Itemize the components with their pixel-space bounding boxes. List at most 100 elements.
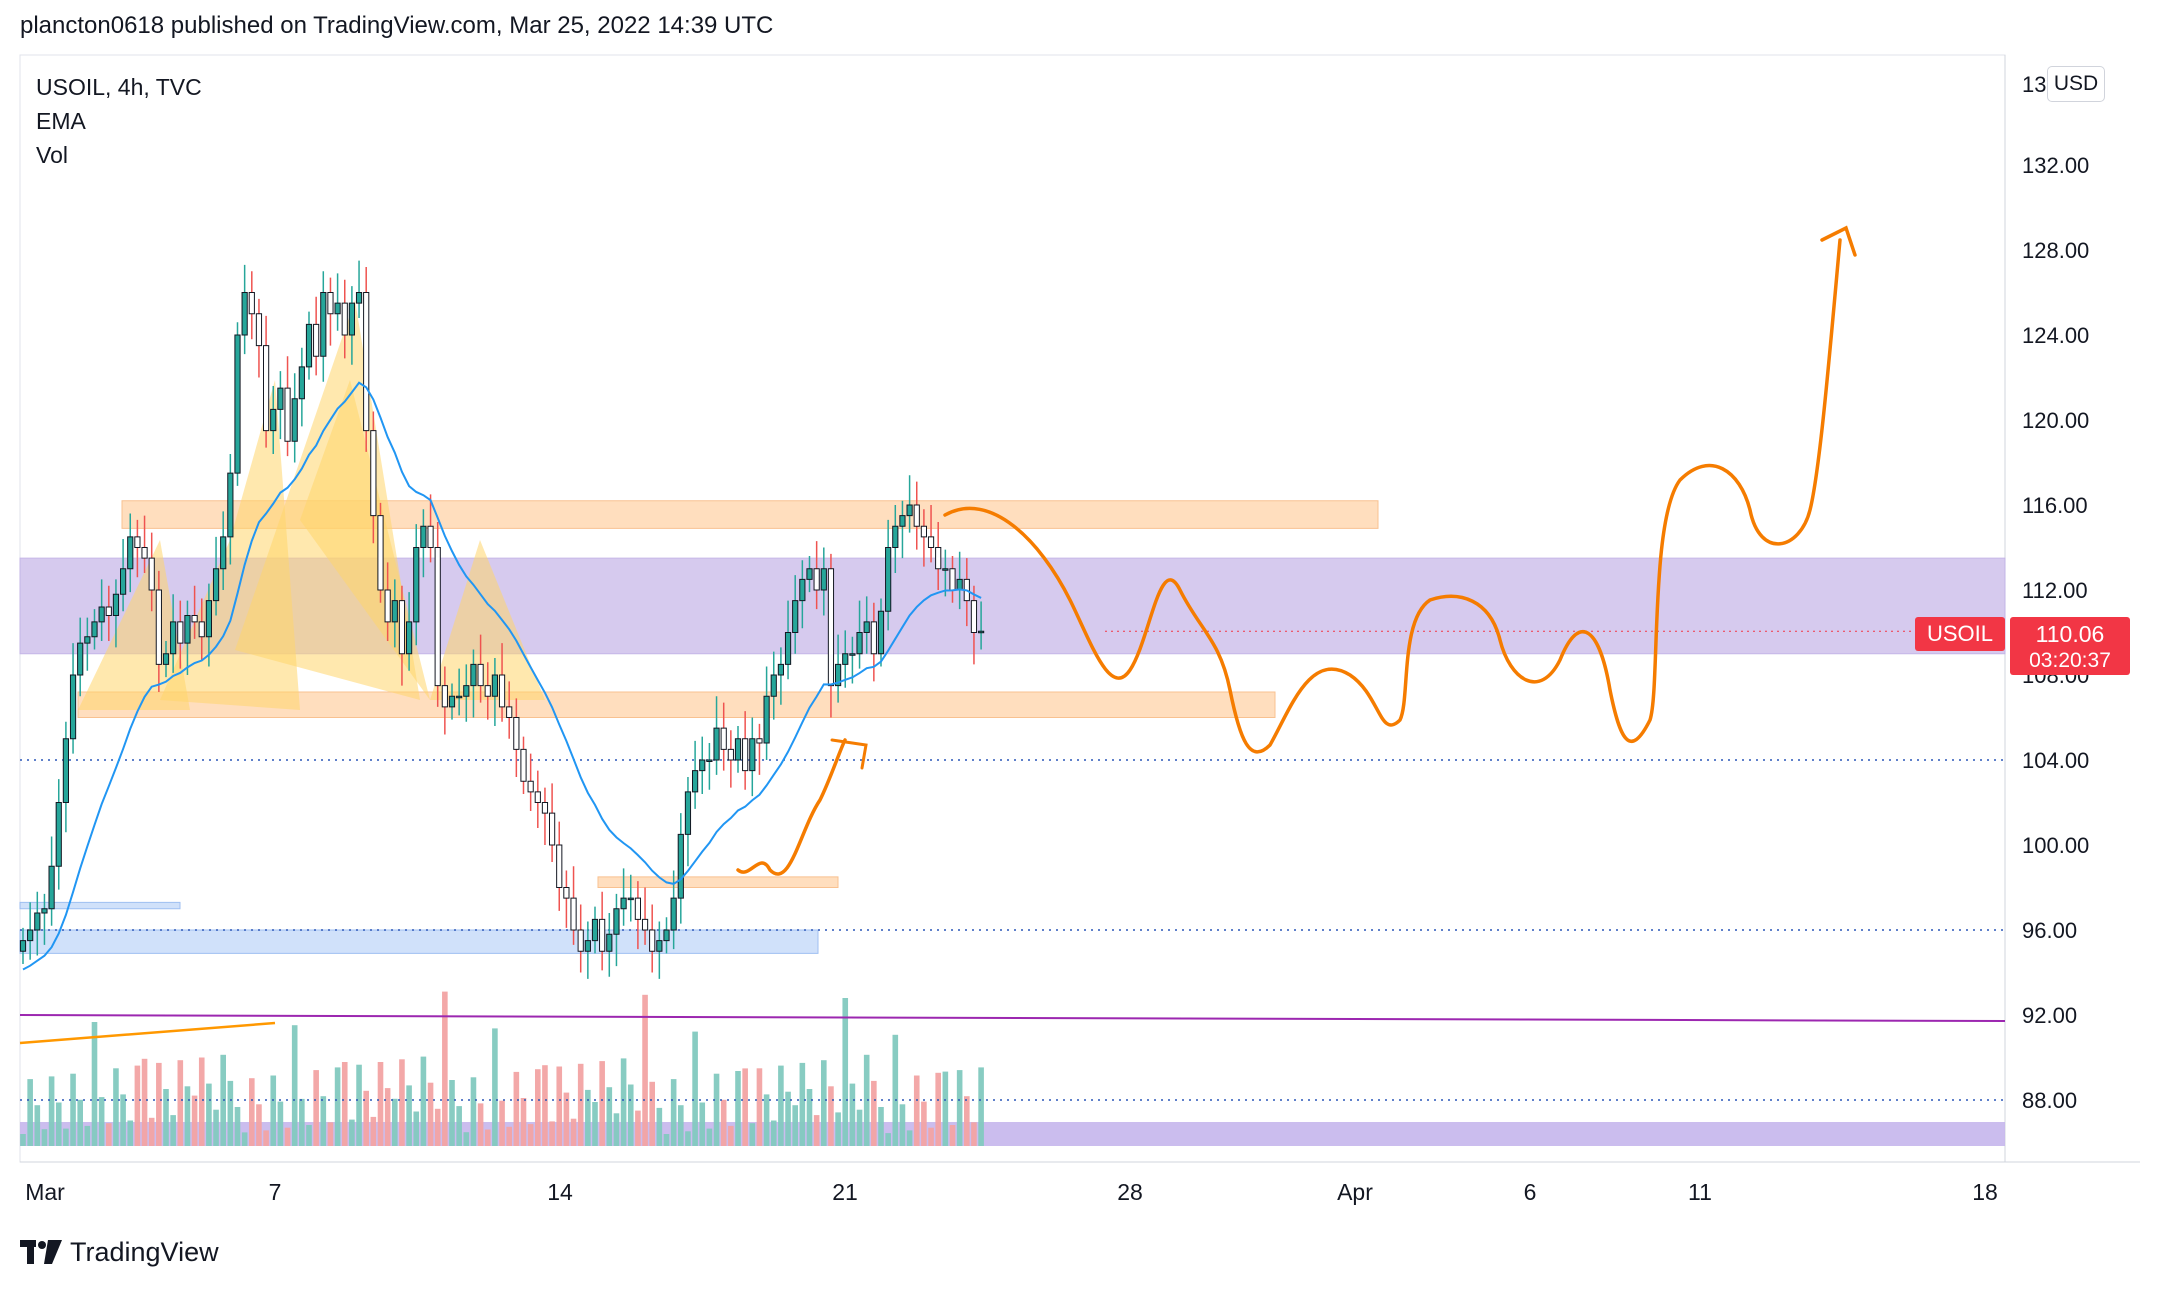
- candle-body: [920, 525, 927, 538]
- candle-body: [606, 933, 613, 952]
- volume-bar: [41, 1129, 48, 1146]
- candle-body: [84, 636, 91, 644]
- candle-body: [263, 345, 270, 432]
- candle-body: [170, 621, 177, 655]
- candle-body: [584, 940, 591, 952]
- legend-ema[interactable]: EMA: [36, 108, 86, 134]
- volume-bar: [413, 1111, 420, 1146]
- legend-vol[interactable]: Vol: [36, 142, 68, 168]
- footer-brand[interactable]: TradingView: [20, 1237, 219, 1268]
- candle-body: [820, 568, 827, 591]
- candle-body: [734, 738, 742, 761]
- volume-bar: [263, 1130, 269, 1146]
- candle-body: [127, 536, 134, 570]
- volume-bar: [284, 1127, 291, 1146]
- volume-bar: [956, 1070, 963, 1146]
- candle-body: [885, 547, 892, 612]
- volume-layer: [20, 991, 2005, 1146]
- candle-body: [91, 621, 98, 638]
- volume-bar: [20, 1134, 26, 1146]
- volume-bar: [363, 1090, 369, 1146]
- volume-bar: [513, 1071, 520, 1146]
- candle-body: [191, 615, 198, 623]
- last-price-value: 110.06: [2035, 621, 2105, 647]
- candle-body: [413, 547, 420, 623]
- chart-legend: USOIL, 4h, TVC EMA Vol: [36, 70, 202, 172]
- volume-bar: [649, 1081, 655, 1146]
- volume-bar: [720, 1099, 727, 1146]
- candle-body: [727, 748, 734, 761]
- volume-bar: [585, 1089, 591, 1146]
- volume-bar: [642, 994, 648, 1146]
- y-tick-label: 124.00: [2022, 323, 2089, 348]
- volume-bar: [277, 1101, 284, 1146]
- candle-body: [220, 536, 227, 570]
- y-tick-label: 116.00: [2022, 493, 2088, 518]
- candle-body: [699, 759, 706, 772]
- candle-body: [784, 632, 792, 665]
- volume-bar: [370, 1116, 377, 1146]
- volume-bar: [706, 1128, 713, 1146]
- projection-arrowhead: [1820, 225, 1857, 257]
- volume-bar: [692, 1031, 698, 1146]
- candle-body: [205, 600, 213, 638]
- volume-bar: [399, 1059, 405, 1146]
- candle-body: [627, 897, 634, 901]
- volume-bar: [384, 1088, 391, 1146]
- candle-body: [534, 791, 541, 803]
- volume-bar: [241, 1132, 248, 1146]
- candle-body: [949, 568, 956, 591]
- legend-symbol[interactable]: USOIL, 4h, TVC: [36, 74, 202, 100]
- volume-bar: [442, 991, 448, 1146]
- candle-body: [577, 929, 584, 952]
- candle-body: [877, 610, 885, 655]
- x-tick-label: 6: [1524, 1179, 1537, 1205]
- volume-bar: [542, 1065, 548, 1146]
- volume-bar: [613, 1113, 620, 1146]
- volume-bar: [635, 1110, 641, 1146]
- candle-body: [62, 738, 69, 803]
- candle-body: [77, 642, 84, 676]
- candle-body: [670, 897, 677, 931]
- volume-bar: [234, 1107, 241, 1146]
- candle-body: [591, 918, 599, 942]
- y-tick-label: 92.00: [2022, 1003, 2077, 1028]
- candle-body: [742, 738, 749, 772]
- candle-body: [341, 302, 348, 336]
- candle-body: [770, 674, 777, 697]
- zone-blue-4: [19, 929, 819, 954]
- candle-body: [477, 663, 484, 687]
- volume-bar: [470, 1077, 477, 1146]
- volume-bar: [434, 1108, 441, 1146]
- candle-body: [892, 525, 899, 548]
- candle-body: [656, 940, 663, 952]
- candle-body: [313, 323, 320, 357]
- purple-trendline: [19, 1014, 2006, 1022]
- volume-bar: [921, 1101, 927, 1146]
- volume-bar: [270, 1075, 277, 1146]
- volume-bar: [556, 1066, 563, 1146]
- volume-bar: [978, 1067, 984, 1146]
- volume-bar: [735, 1071, 741, 1146]
- candle-body: [384, 589, 391, 623]
- volume-bar: [599, 1061, 605, 1146]
- currency-button[interactable]: USD: [2047, 66, 2105, 102]
- volume-bar: [778, 1065, 784, 1146]
- candle-body: [484, 685, 491, 697]
- y-tick-label: 88.00: [2022, 1088, 2077, 1113]
- volume-bar: [163, 1089, 169, 1146]
- volume-bar: [213, 1109, 219, 1146]
- volume-bar: [484, 1129, 491, 1146]
- candle-body: [813, 568, 820, 591]
- volume-bar: [627, 1084, 634, 1146]
- candle-body: [456, 695, 463, 699]
- candle-body: [641, 918, 649, 931]
- x-tick-label: 18: [1972, 1179, 1998, 1205]
- volume-bar: [392, 1098, 398, 1146]
- x-tick-label: Apr: [1337, 1179, 1373, 1205]
- candle-body: [348, 302, 355, 336]
- volume-bar: [828, 1086, 834, 1146]
- volume-bar: [55, 1102, 62, 1146]
- candle-body: [105, 606, 112, 616]
